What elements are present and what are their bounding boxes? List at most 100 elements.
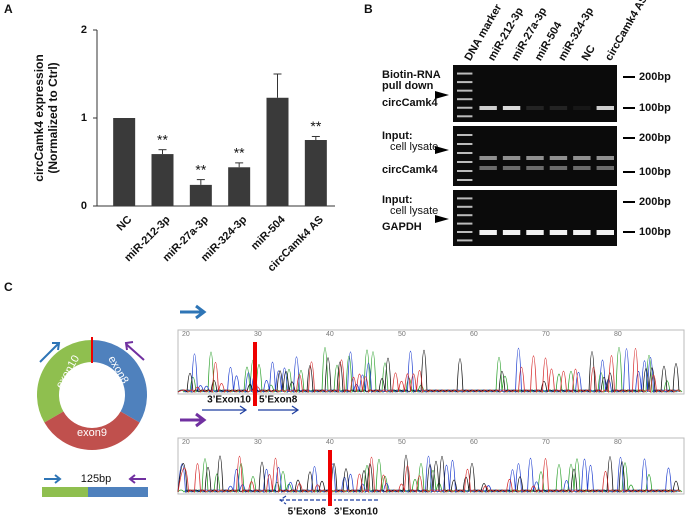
ruler-label: 50 bbox=[398, 439, 406, 446]
bar bbox=[151, 154, 174, 206]
exon-junction-label: 3’Exon10 bbox=[207, 395, 251, 406]
ruler-label: 70 bbox=[542, 331, 550, 338]
significance-label: ** bbox=[310, 118, 321, 134]
bar bbox=[228, 167, 251, 206]
gel-band bbox=[526, 106, 544, 110]
size-marker-label: 200bp bbox=[639, 132, 671, 144]
row-label: Input: bbox=[382, 130, 413, 142]
target-label: GAPDH bbox=[382, 221, 422, 233]
size-marker-label: 100bp bbox=[639, 226, 671, 238]
primer-arrow bbox=[124, 341, 145, 361]
row-label: pull down bbox=[382, 80, 434, 92]
ruler-label: 20 bbox=[182, 331, 190, 338]
gel-band bbox=[526, 166, 544, 170]
product-label: 125bp bbox=[81, 473, 112, 485]
arrowhead bbox=[435, 91, 449, 99]
exon-junction-label: 5’Exon8 bbox=[259, 395, 298, 406]
ruler-label: 70 bbox=[542, 439, 550, 446]
product-bar bbox=[88, 487, 148, 497]
y-tick-label: 2 bbox=[81, 24, 87, 36]
ruler-label: 40 bbox=[326, 331, 334, 338]
bar bbox=[304, 140, 327, 206]
ruler-label: 60 bbox=[470, 439, 478, 446]
arrowhead bbox=[435, 215, 449, 223]
exon-arc bbox=[44, 410, 140, 450]
panel-label: B bbox=[364, 2, 373, 16]
ladder-band bbox=[457, 152, 473, 154]
gel-band bbox=[502, 156, 521, 160]
direction-arrow bbox=[180, 412, 207, 428]
ruler-label: 50 bbox=[398, 331, 406, 338]
gel-band bbox=[479, 230, 497, 235]
ladder-band bbox=[457, 81, 473, 84]
product-bar bbox=[42, 487, 88, 497]
ladder-band bbox=[457, 214, 473, 217]
gel-band bbox=[479, 156, 497, 160]
y-axis-label: (Normalized to Ctrl) bbox=[46, 62, 60, 173]
primer-arrow bbox=[39, 342, 61, 363]
target-label: circCamk4 bbox=[382, 164, 439, 176]
gel-band bbox=[596, 106, 614, 110]
ruler-label: 40 bbox=[326, 439, 334, 446]
size-marker-label: 100bp bbox=[639, 102, 671, 114]
bar bbox=[113, 118, 136, 206]
ladder-band bbox=[457, 161, 473, 163]
ladder-band bbox=[457, 197, 473, 200]
gel-band bbox=[573, 106, 591, 110]
y-axis-label: circCamk4 expression bbox=[32, 54, 46, 181]
ruler-label: 80 bbox=[614, 331, 622, 338]
gel-band bbox=[573, 166, 591, 170]
ladder-band bbox=[457, 205, 473, 208]
y-tick-label: 1 bbox=[81, 112, 87, 124]
gel-band bbox=[502, 166, 521, 170]
ladder-band bbox=[457, 89, 473, 92]
target-label: circCamk4 bbox=[382, 97, 439, 109]
arrowhead bbox=[435, 146, 449, 154]
ladder-band bbox=[457, 179, 473, 181]
row-label: cell lysate bbox=[390, 141, 438, 153]
ruler-label: 30 bbox=[254, 331, 262, 338]
ruler-label: 60 bbox=[470, 331, 478, 338]
size-marker-label: 200bp bbox=[639, 196, 671, 208]
gel-image bbox=[453, 190, 617, 246]
gel-band bbox=[596, 156, 614, 160]
exon-junction-label: 5’Exon8 bbox=[288, 507, 327, 516]
gel-band bbox=[526, 230, 544, 235]
ladder-band bbox=[457, 115, 473, 118]
ladder-band bbox=[457, 134, 473, 136]
gel-band bbox=[479, 106, 497, 110]
ladder-band bbox=[457, 72, 473, 75]
significance-label: ** bbox=[195, 161, 206, 177]
gel-band bbox=[573, 230, 591, 235]
trace bbox=[177, 348, 681, 394]
ladder-band bbox=[457, 170, 473, 172]
exon-label: exon9 bbox=[77, 427, 107, 439]
row-label: cell lysate bbox=[390, 205, 438, 217]
gel-band bbox=[596, 230, 614, 235]
y-tick-label: 0 bbox=[81, 200, 87, 212]
gel-band bbox=[549, 156, 568, 160]
trace bbox=[177, 455, 681, 494]
row-label: Biotin-RNA bbox=[382, 69, 441, 81]
gel-band bbox=[549, 106, 568, 110]
ladder-band bbox=[457, 222, 473, 225]
ladder-band bbox=[457, 143, 473, 145]
bar bbox=[266, 97, 289, 206]
gel-band bbox=[479, 166, 497, 170]
exon-arc bbox=[37, 340, 93, 423]
size-marker-label: 100bp bbox=[639, 166, 671, 178]
ladder-band bbox=[457, 239, 473, 242]
primer-arrow bbox=[128, 474, 146, 484]
size-marker-label: 200bp bbox=[639, 71, 671, 83]
gel-image bbox=[453, 65, 617, 122]
trace bbox=[177, 458, 683, 494]
exon-junction-label: 3’Exon10 bbox=[334, 507, 378, 516]
gel-band bbox=[526, 156, 544, 160]
panel-label: C bbox=[4, 280, 13, 294]
ruler-label: 30 bbox=[254, 439, 262, 446]
significance-label: ** bbox=[157, 131, 168, 147]
direction-arrow bbox=[180, 304, 207, 320]
panel-label: A bbox=[4, 2, 13, 16]
primer-arrow bbox=[202, 405, 248, 415]
primer-arrow bbox=[258, 405, 300, 415]
